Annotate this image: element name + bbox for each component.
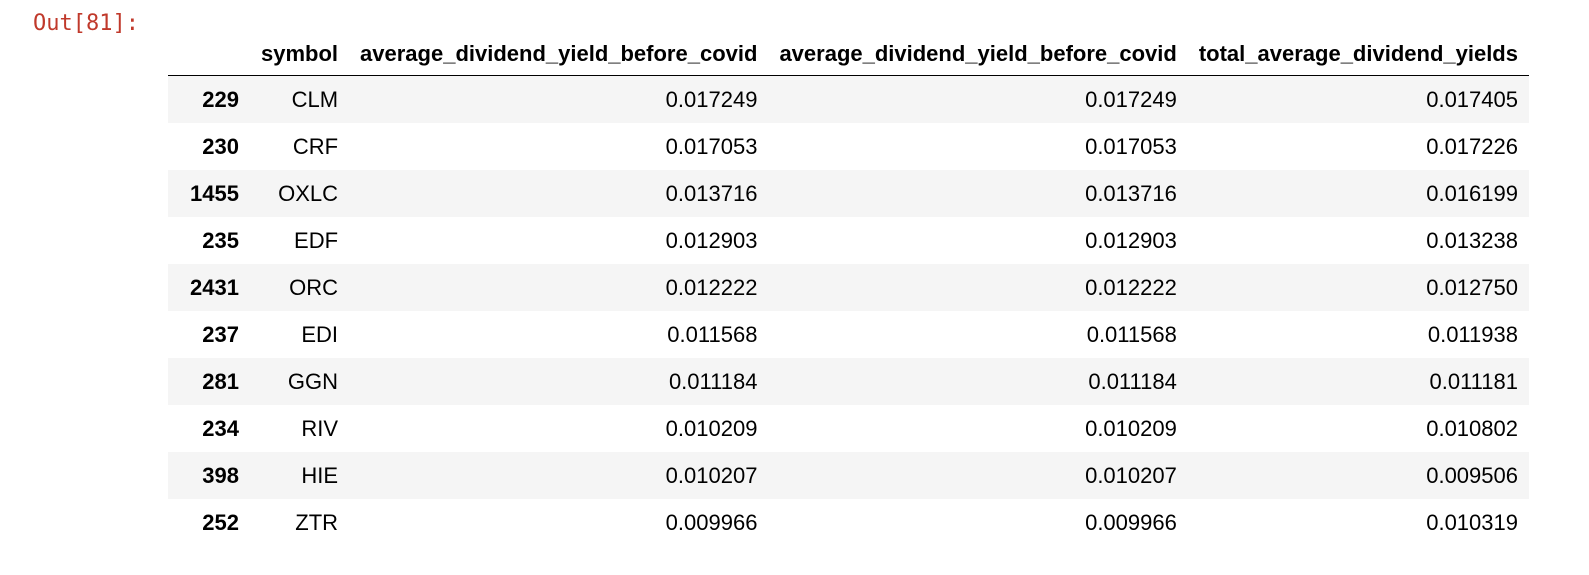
table-row: 281 GGN 0.011184 0.011184 0.011181 xyxy=(168,358,1529,405)
table-row: 2431 ORC 0.012222 0.012222 0.012750 xyxy=(168,264,1529,311)
row-index: 234 xyxy=(202,415,239,441)
row-index: 230 xyxy=(202,133,239,159)
row-index: 237 xyxy=(202,321,239,347)
cell-symbol: ZTR xyxy=(295,509,339,535)
table-row: 398 HIE 0.010207 0.010207 0.009506 xyxy=(168,452,1529,499)
cell-average-dividend-yield-before-covid-2: 0.011568 xyxy=(1086,321,1177,347)
cell-average-dividend-yield-before-covid-2: 0.011184 xyxy=(1088,368,1177,394)
table-row: 235 EDF 0.012903 0.012903 0.013238 xyxy=(168,217,1529,264)
cell-average-dividend-yield-before-covid: 0.010209 xyxy=(665,415,758,441)
cell-total-average-dividend-yields: 0.010802 xyxy=(1426,415,1518,441)
cell-average-dividend-yield-before-covid: 0.009966 xyxy=(665,509,758,535)
cell-average-dividend-yield-before-covid: 0.013716 xyxy=(665,180,758,206)
cell-average-dividend-yield-before-covid-2: 0.013716 xyxy=(1085,180,1177,206)
cell-average-dividend-yield-before-covid-2: 0.010207 xyxy=(1085,462,1177,488)
cell-average-dividend-yield-before-covid-2: 0.012222 xyxy=(1085,274,1177,300)
table-row: 252 ZTR 0.009966 0.009966 0.010319 xyxy=(168,499,1529,546)
cell-total-average-dividend-yields: 0.010319 xyxy=(1426,509,1518,535)
row-index: 252 xyxy=(202,509,239,535)
header-total-average-dividend-yields: total_average_dividend_yields xyxy=(1187,30,1529,76)
row-index: 281 xyxy=(202,368,239,394)
table-header: symbol average_dividend_yield_before_cov… xyxy=(168,30,1529,76)
cell-total-average-dividend-yields: 0.011181 xyxy=(1429,368,1518,394)
cell-symbol: GGN xyxy=(287,368,339,394)
cell-symbol: EDF xyxy=(294,227,339,253)
cell-total-average-dividend-yields: 0.013238 xyxy=(1426,227,1518,253)
cell-average-dividend-yield-before-covid-2: 0.017249 xyxy=(1085,86,1177,112)
output-prompt: Out[81]: xyxy=(33,11,139,36)
table-row: 237 EDI 0.011568 0.011568 0.011938 xyxy=(168,311,1529,358)
cell-total-average-dividend-yields: 0.011938 xyxy=(1427,321,1518,347)
cell-symbol: OXLC xyxy=(278,180,339,206)
cell-total-average-dividend-yields: 0.012750 xyxy=(1426,274,1518,300)
cell-symbol: ORC xyxy=(289,274,339,300)
cell-average-dividend-yield-before-covid-2: 0.009966 xyxy=(1085,509,1177,535)
table-row: 1455 OXLC 0.013716 0.013716 0.016199 xyxy=(168,170,1529,217)
cell-symbol: CRF xyxy=(292,133,339,159)
cell-average-dividend-yield-before-covid: 0.012222 xyxy=(665,274,758,300)
cell-average-dividend-yield-before-covid: 0.011568 xyxy=(667,321,758,347)
cell-symbol: CLM xyxy=(291,86,339,112)
header-symbol: symbol xyxy=(250,30,350,76)
header-row: symbol average_dividend_yield_before_cov… xyxy=(168,30,1529,76)
cell-average-dividend-yield-before-covid: 0.010207 xyxy=(665,462,758,488)
header-average-dividend-yield-before-covid: average_dividend_yield_before_covid xyxy=(349,30,769,76)
cell-average-dividend-yield-before-covid: 0.017053 xyxy=(665,133,758,159)
cell-average-dividend-yield-before-covid: 0.012903 xyxy=(665,227,758,253)
cell-average-dividend-yield-before-covid-2: 0.012903 xyxy=(1085,227,1177,253)
cell-total-average-dividend-yields: 0.016199 xyxy=(1426,180,1518,206)
cell-total-average-dividend-yields: 0.009506 xyxy=(1426,462,1518,488)
table-row: 234 RIV 0.010209 0.010209 0.010802 xyxy=(168,405,1529,452)
cell-total-average-dividend-yields: 0.017405 xyxy=(1426,86,1518,112)
cell-average-dividend-yield-before-covid-2: 0.017053 xyxy=(1085,133,1177,159)
cell-symbol: HIE xyxy=(301,462,339,488)
header-average-dividend-yield-before-covid-2: average_dividend_yield_before_covid xyxy=(768,30,1188,76)
cell-average-dividend-yield-before-covid-2: 0.010209 xyxy=(1085,415,1177,441)
table-body: 229 CLM 0.017249 0.017249 0.017405 230 CRF 0.01… xyxy=(168,75,1529,546)
table-row: 229 CLM 0.017249 0.017249 0.017405 xyxy=(168,75,1529,123)
row-index: 398 xyxy=(202,462,239,488)
cell-total-average-dividend-yields: 0.017226 xyxy=(1426,133,1518,159)
cell-average-dividend-yield-before-covid: 0.017249 xyxy=(665,86,758,112)
cell-symbol: RIV xyxy=(301,415,339,441)
cell-symbol: EDI xyxy=(301,321,339,347)
row-index: 1455 xyxy=(190,180,239,206)
row-index: 229 xyxy=(202,86,239,112)
cell-average-dividend-yield-before-covid: 0.011184 xyxy=(668,368,758,394)
row-index: 235 xyxy=(202,227,239,253)
header-index xyxy=(168,30,250,76)
table-row: 230 CRF 0.017053 0.017053 0.017226 xyxy=(168,123,1529,170)
row-index: 2431 xyxy=(190,274,239,300)
dataframe-table: symbol average_dividend_yield_before_cov… xyxy=(168,30,1529,546)
dataframe-output: symbol average_dividend_yield_before_cov… xyxy=(168,30,1529,546)
